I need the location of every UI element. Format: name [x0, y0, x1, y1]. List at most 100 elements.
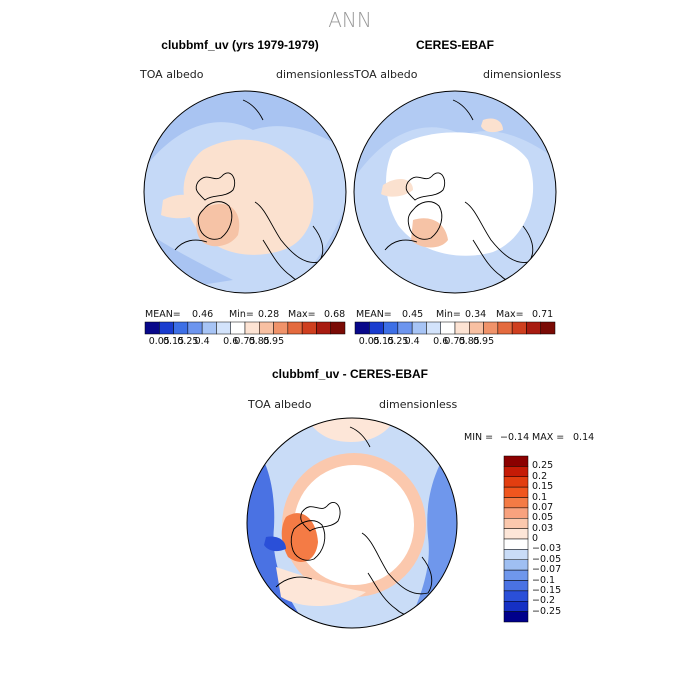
figure-suptitle: ANN [328, 8, 372, 32]
panel3-colorbar-ticks: 0.25 0.2 0.15 0.1 0.07 0.05 0.03 0 −0.03 −0.05 −0.… [532, 456, 592, 622]
colorbar-swatch [259, 321, 274, 335]
colorbar-swatch [503, 538, 529, 550]
colorbar-tick-label: 0.05 [532, 512, 554, 524]
panel1-map [143, 90, 347, 294]
panel2-right-label: dimensionless [483, 68, 562, 81]
colorbar-tick-label: −0.2 [532, 595, 556, 607]
panel2-max-label: Max= [496, 309, 524, 320]
panel2-map [353, 90, 557, 294]
panel1-min-value: 0.28 [258, 309, 280, 320]
colorbar-swatch [187, 321, 203, 335]
colorbar-tick-label: 0.15 [162, 336, 185, 347]
colorbar-swatch [301, 321, 317, 335]
panel3-greenland-positive [281, 513, 318, 562]
colorbar-tick-label: 0.05 [358, 336, 380, 347]
colorbar-swatch [469, 321, 484, 335]
colorbar-swatch [159, 321, 174, 335]
colorbar-swatch [144, 321, 160, 335]
colorbar-tick-label: 0.07 [532, 501, 554, 513]
panel2-colorbar-ticks: 0.05 0.15 0.25 0.4 0.6 0.75 0.85 0.95 [355, 336, 555, 348]
colorbar-swatch [526, 321, 541, 335]
panel2-siberia-patch [481, 118, 503, 133]
panel1-max-label: Max= [288, 309, 316, 320]
panel1-mean-label: MEAN= [145, 309, 181, 320]
colorbar-tick-label: 0.95 [472, 336, 495, 347]
colorbar-tick-label: 0 [532, 533, 539, 544]
colorbar-swatch [244, 321, 260, 335]
colorbar-tick-label: 0.6 [223, 336, 239, 347]
panel1-mean-value: 0.46 [192, 309, 214, 320]
colorbar-swatch [503, 497, 529, 509]
colorbar-tick-label: 0.4 [194, 336, 210, 347]
colorbar-swatch [511, 321, 527, 335]
panel3-arctic-neutral [294, 465, 414, 585]
colorbar-tick-label: 0.85 [458, 336, 480, 347]
colorbar-swatch [503, 455, 529, 467]
colorbar-tick-label: 0.25 [177, 336, 199, 347]
colorbar-tick-label: 0.15 [372, 336, 395, 347]
panel2-mean-value: 0.45 [402, 309, 424, 320]
colorbar-swatch [503, 549, 529, 561]
panel1-max-value: 0.68 [324, 309, 346, 320]
panel3-right-label: dimensionless [379, 398, 458, 411]
colorbar-tick-label: 0.6 [433, 336, 449, 347]
colorbar-tick-label: −0.07 [532, 564, 562, 576]
panel3-min-label: MIN = [464, 432, 494, 443]
colorbar-swatch [503, 580, 529, 592]
panel2-min-value: 0.34 [465, 309, 487, 320]
panel3-left-label: TOA albedo [248, 398, 312, 411]
colorbar-tick-label: −0.05 [532, 553, 562, 565]
panel1-min-label: Min= [229, 309, 254, 320]
colorbar-tick-label: 0.1 [532, 491, 548, 503]
colorbar-swatch [497, 321, 513, 335]
panel2-title: CERES-EBAF [415, 38, 494, 52]
colorbar-swatch [503, 590, 529, 602]
panel1-storm-track [144, 91, 346, 170]
colorbar-swatch [540, 321, 556, 335]
panel1-title: clubbmf_uv (yrs 1979-1979) [161, 38, 319, 52]
colorbar-swatch [216, 321, 231, 335]
colorbar-tick-label: 0.75 [234, 336, 256, 347]
panel3-map-border [246, 417, 458, 629]
colorbar-swatch [503, 611, 529, 623]
colorbar-tick-label: 0.25 [387, 336, 409, 347]
panel1-colorbar [144, 321, 346, 335]
panel1-canada-patch [161, 194, 203, 219]
panel2-min-label: Min= [436, 309, 461, 320]
panel1-coastlines [174, 99, 326, 284]
colorbar-swatch [330, 321, 346, 335]
panel2-coastlines [384, 99, 536, 284]
panel2-storm-track [354, 91, 556, 180]
panel3-colorbar [503, 455, 529, 623]
colorbar-tick-label: −0.25 [532, 605, 562, 617]
colorbar-swatch [316, 321, 331, 335]
colorbar-tick-label: −0.15 [532, 584, 562, 596]
colorbar-swatch [503, 528, 529, 540]
panel3-coastlines [275, 426, 433, 617]
colorbar-tick-label: 0.03 [532, 522, 554, 534]
colorbar-swatch [287, 321, 303, 335]
panel1-left-label: TOA albedo [140, 68, 204, 81]
panel1-right-label: dimensionless [276, 68, 355, 81]
panel1-map-border [143, 90, 347, 294]
colorbar-tick-label: −0.03 [532, 543, 562, 555]
colorbar-swatch [426, 321, 441, 335]
colorbar-tick-label: 0.4 [404, 336, 420, 347]
colorbar-tick-label: 0.75 [444, 336, 466, 347]
colorbar-swatch [411, 321, 427, 335]
colorbar-swatch [503, 507, 529, 519]
colorbar-tick-label: −0.1 [532, 574, 556, 586]
colorbar-swatch [503, 518, 529, 529]
colorbar-swatch [173, 321, 189, 335]
colorbar-swatch [503, 486, 529, 498]
colorbar-swatch [503, 559, 529, 571]
colorbar-tick-label: 0.05 [148, 336, 170, 347]
colorbar-tick-label: 0.95 [262, 336, 285, 347]
colorbar-swatch [201, 321, 217, 335]
panel2-canada-patch [381, 178, 413, 197]
colorbar-tick-label: 0.2 [532, 470, 548, 482]
colorbar-swatch [440, 321, 456, 335]
colorbar-swatch [369, 321, 384, 335]
panel3-title: clubbmf_uv - CERES-EBAF [271, 367, 428, 381]
panel1-colorbar-ticks: 0.05 0.15 0.25 0.4 0.6 0.75 0.85 0.95 [145, 336, 345, 348]
